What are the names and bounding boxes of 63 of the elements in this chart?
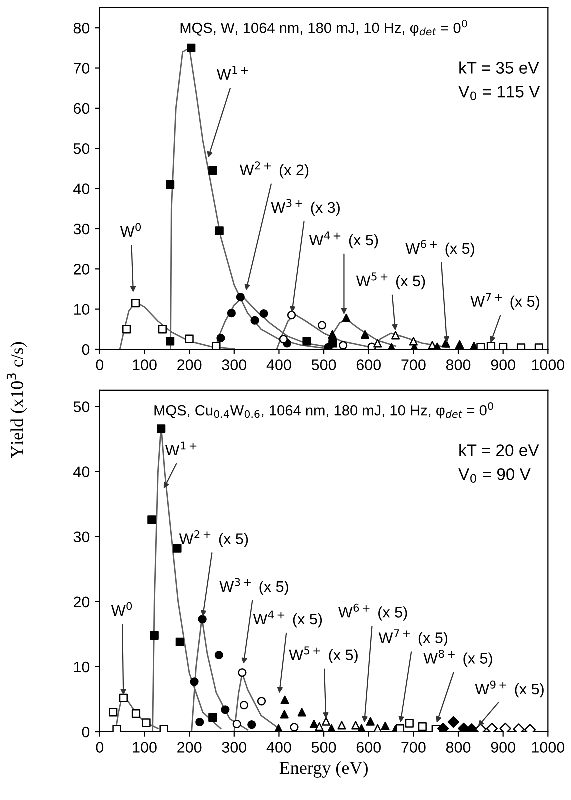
annotation: W$^{0}$ (111, 602, 132, 616)
text: MQS, Cu$_{0.4}$W$_{0.6}$, 1064 nm, 180 mJ, 10 Hz, φ$_{det}$ = 0$^{0}$ (154, 402, 494, 419)
x-tick-label: 1000 (532, 360, 565, 370)
y-tick-label: 40 (74, 466, 90, 478)
y-tick-label: 30 (74, 532, 90, 543)
x-tick-label: 400 (266, 742, 292, 753)
x-tick-label: 300 (222, 360, 247, 370)
y-tick-label: 70 (74, 63, 90, 74)
annotation: W$^{2+}$ (x 5) (179, 530, 248, 548)
x-tick-label: 500 (312, 360, 336, 370)
annotation: W$^{6+}$ (x 5) (406, 240, 474, 258)
x-tick-label: 700 (402, 360, 426, 370)
x-tick-label: 1000 (532, 742, 565, 753)
annotation: W$^{6+}$ (x 5) (338, 604, 408, 621)
x-tick-label: 800 (446, 742, 471, 753)
x-tick-label: 200 (178, 742, 202, 753)
y-axis-title: Yield (x10$^{3}$ c/s) (6, 342, 28, 458)
x-tick-label: 800 (446, 360, 471, 370)
annotation: W$^{3+}$ (x 3) (271, 199, 340, 216)
x-tick-label: 700 (402, 742, 426, 753)
annotation: W$^{4+}$ (x 5) (309, 232, 378, 249)
x-tick-label: 600 (356, 360, 382, 370)
x-tick-label: 0 (96, 360, 104, 370)
x-tick-label: 900 (491, 742, 516, 753)
annotation: W$^{1+}$ (216, 66, 248, 80)
text: MQS, W, 1064 nm, 180 mJ, 10 Hz, φ$_{det}$ = 0$^{0}$ (180, 20, 468, 36)
x-axis-title: Energy (eV) (280, 762, 368, 778)
annotation: V$_{0}$ = 90 V (458, 468, 531, 484)
y-tick-label: 50 (74, 143, 90, 154)
y-tick-label: 50 (74, 402, 90, 412)
annotation: W$^{5+}$ (x 5) (289, 646, 358, 664)
x-tick-label: 600 (356, 742, 382, 753)
y-tick-label: 80 (74, 22, 90, 34)
x-tick-label: 200 (178, 360, 202, 370)
annotation: V$_{0}$ = 115 V (458, 86, 540, 101)
y-tick-label: 40 (74, 184, 90, 194)
x-tick-label: 300 (222, 742, 247, 753)
annotation: W$^{5+}$ (x 5) (356, 272, 426, 290)
annotation: W$^{9+}$ (x 5) (475, 680, 544, 698)
annotation: W$^{2+}$ (x 2) (240, 162, 309, 179)
annotation: kT = 35 eV (460, 62, 540, 74)
y-tick-label: 0 (82, 344, 90, 356)
x-tick-label: 400 (266, 360, 292, 370)
annotation: W$^{4+}$ (x 5) (253, 610, 322, 628)
annotation: W$^{8+}$ (x 5) (424, 650, 492, 667)
y-tick-label: 20 (74, 596, 90, 608)
y-tick-label: 10 (74, 304, 90, 316)
annotation: W$^{3+}$ (x 5) (220, 578, 288, 596)
y-tick-label: 30 (74, 224, 90, 235)
annotation: W$^{1+}$ (165, 442, 197, 456)
x-tick-label: 500 (312, 742, 336, 753)
annotation: W$^{7+}$ (x 5) (378, 630, 448, 646)
x-tick-label: 900 (491, 360, 516, 370)
y-tick-label: 60 (74, 103, 90, 114)
annotation: W$^{7+}$ (x 5) (470, 293, 540, 310)
x-tick-label: 100 (133, 742, 157, 753)
annotation: kT = 20 eV (460, 444, 540, 456)
y-tick-label: 0 (82, 726, 90, 738)
y-tick-label: 20 (74, 264, 90, 275)
annotation: W$^{0}$ (120, 223, 142, 237)
x-tick-label: 100 (133, 360, 157, 370)
x-tick-label: 0 (96, 742, 104, 753)
y-tick-label: 10 (74, 662, 90, 673)
